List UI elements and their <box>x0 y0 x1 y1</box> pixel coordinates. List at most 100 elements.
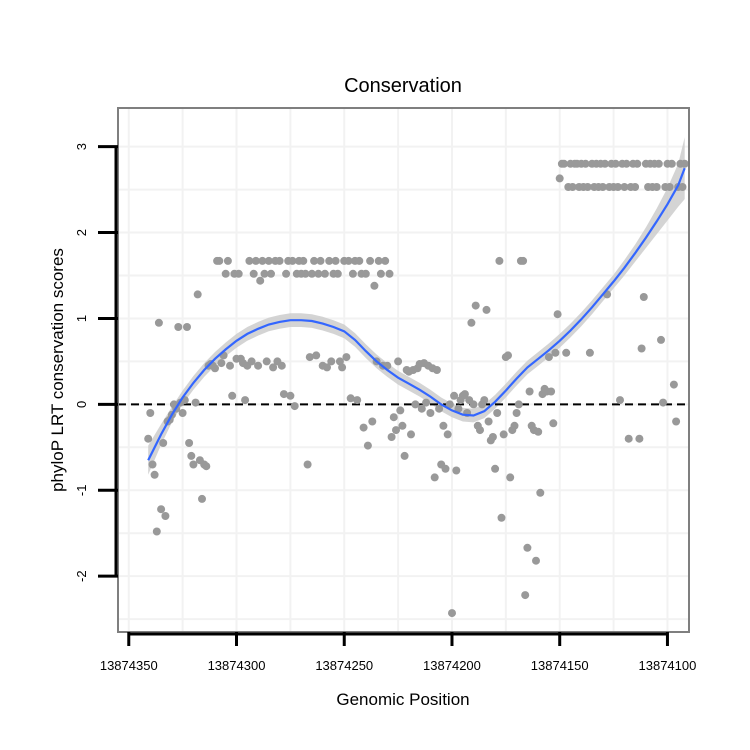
data-point <box>544 353 553 362</box>
data-point <box>467 318 476 327</box>
data-point <box>251 256 260 265</box>
data-point <box>476 426 484 435</box>
data-point <box>616 396 624 405</box>
data-point <box>159 439 168 447</box>
data-point <box>532 556 540 565</box>
data-point <box>536 488 545 497</box>
data-point <box>484 417 493 426</box>
data-point <box>430 473 439 482</box>
data-point <box>323 363 331 372</box>
data-point <box>258 256 267 265</box>
data-point <box>191 398 200 407</box>
x-tick-label: 13874100 <box>639 658 697 673</box>
data-point <box>398 421 407 430</box>
data-point <box>422 398 431 407</box>
data-point <box>290 402 299 411</box>
data-point <box>435 404 444 413</box>
data-point <box>454 404 463 413</box>
data-point <box>150 470 159 479</box>
data-point <box>659 398 668 407</box>
data-point <box>551 348 560 357</box>
data-point <box>514 400 523 409</box>
data-point <box>469 400 478 409</box>
data-point <box>448 609 456 618</box>
data-point <box>223 256 232 265</box>
y-axis: -2 -1 0 1 2 3 <box>74 143 118 582</box>
data-point <box>310 256 319 265</box>
data-point <box>549 419 558 428</box>
data-point <box>161 512 170 520</box>
y-tick-label: 1 <box>74 315 89 322</box>
data-point <box>331 256 340 265</box>
data-point <box>639 293 648 301</box>
data-point <box>611 159 620 168</box>
data-point <box>234 269 243 278</box>
data-point <box>381 256 390 265</box>
data-point <box>346 394 355 403</box>
data-point <box>598 183 607 191</box>
data-point <box>506 473 515 482</box>
data-point <box>342 353 351 362</box>
data-point <box>277 361 286 370</box>
data-point <box>146 409 155 417</box>
data-point <box>452 466 461 475</box>
data-points <box>144 159 689 618</box>
data-point <box>568 183 577 191</box>
data-point <box>499 430 508 439</box>
data-point <box>327 357 336 366</box>
data-point <box>441 464 450 473</box>
data-point <box>669 380 678 389</box>
data-point <box>221 269 230 278</box>
data-point <box>316 256 325 265</box>
x-tick-label: 13874150 <box>531 658 589 673</box>
data-point <box>148 460 157 469</box>
data-point <box>560 159 568 168</box>
data-point <box>325 256 334 265</box>
data-point <box>504 351 512 360</box>
smooth-line <box>147 167 686 461</box>
data-point <box>396 406 405 415</box>
data-point <box>217 359 226 368</box>
data-point <box>392 426 400 435</box>
data-point <box>279 390 288 399</box>
data-point <box>370 281 379 290</box>
data-point <box>652 183 661 191</box>
data-point <box>525 387 534 396</box>
data-point <box>407 430 415 439</box>
data-point <box>555 174 564 183</box>
data-point <box>247 357 256 366</box>
data-point <box>665 183 674 191</box>
data-point <box>178 409 187 417</box>
data-point <box>482 305 491 314</box>
data-point <box>672 417 681 426</box>
data-point <box>363 441 372 450</box>
data-point <box>450 391 459 400</box>
data-point <box>307 269 316 278</box>
data-point <box>678 183 687 191</box>
data-point <box>553 310 562 319</box>
data-point <box>622 159 631 168</box>
data-point <box>312 351 321 360</box>
data-point <box>144 434 153 443</box>
x-tick-label: 13874350 <box>100 658 158 673</box>
data-point <box>154 318 163 327</box>
data-point <box>667 159 676 168</box>
data-point <box>344 256 353 265</box>
data-point <box>523 543 532 552</box>
data-point <box>282 269 291 278</box>
data-point <box>491 464 500 473</box>
data-point <box>471 301 480 310</box>
y-tick-label: 2 <box>74 229 89 236</box>
data-point <box>286 391 295 400</box>
chart-title: Conservation <box>344 75 462 97</box>
data-point <box>510 421 519 430</box>
y-tick-label: -2 <box>74 570 89 582</box>
data-point <box>267 269 275 278</box>
data-point <box>480 396 489 405</box>
data-point <box>254 361 263 370</box>
data-point <box>581 159 590 168</box>
data-point <box>521 591 530 600</box>
y-tick-label: -1 <box>74 485 89 497</box>
data-point <box>488 433 497 441</box>
